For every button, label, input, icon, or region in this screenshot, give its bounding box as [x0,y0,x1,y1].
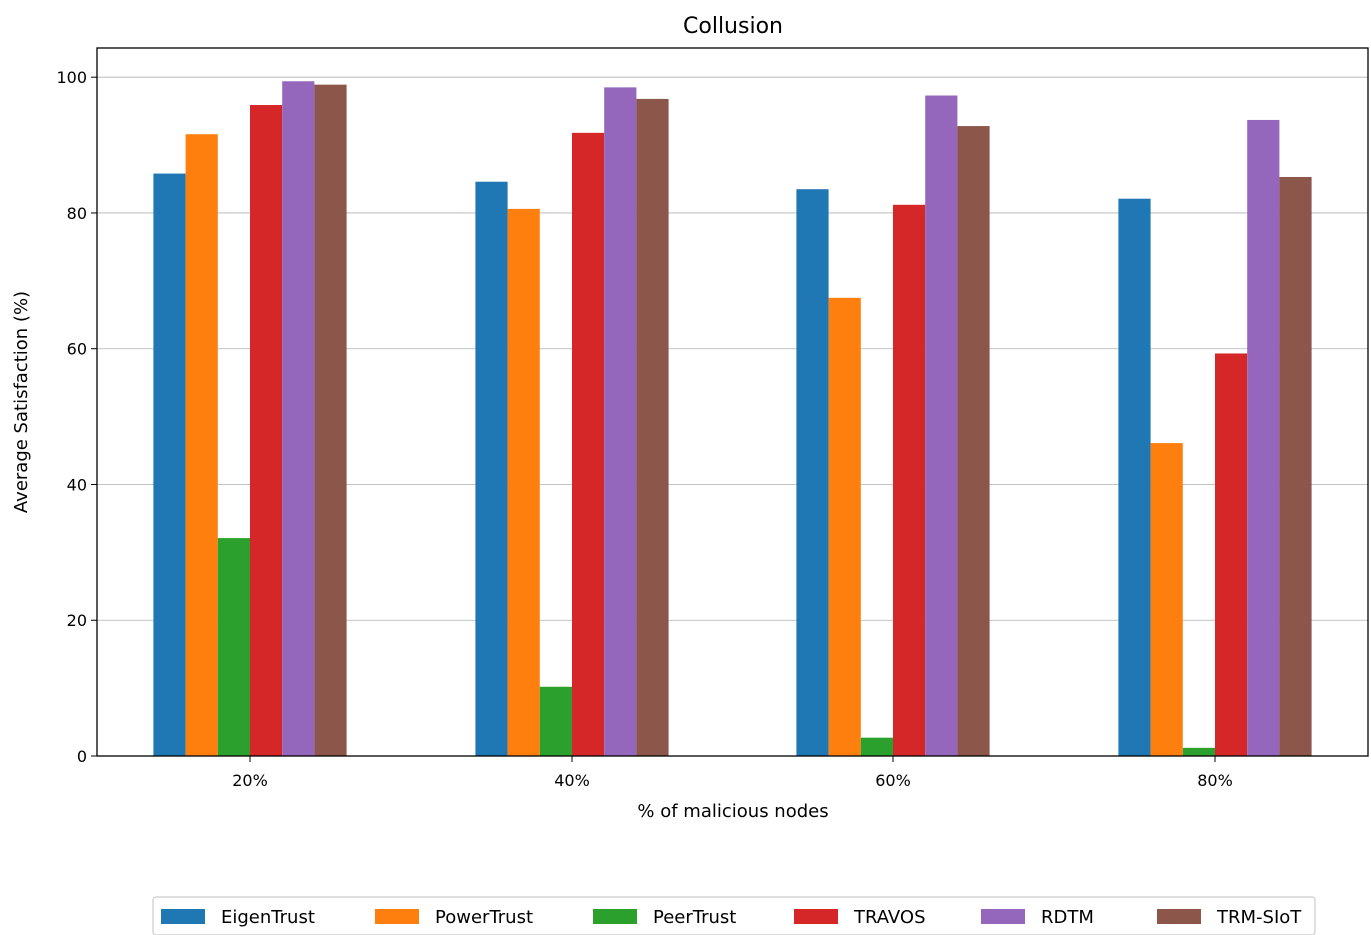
y-tick-label: 80 [67,204,87,223]
chart-title: Collusion [683,14,783,39]
bar-travos-80pct [1215,353,1248,756]
y-tick-label: 0 [77,747,87,766]
y-tick-label: 40 [67,475,87,494]
legend-label: RDTM [1041,907,1094,928]
bar-rdtm-40pct [604,87,637,757]
x-axis-label: % of malicious nodes [637,801,828,822]
bar-eigentrust-20pct [153,173,186,756]
bar-rdtm-20pct [282,81,315,757]
legend-swatch [981,909,1025,924]
y-axis-label: Average Satisfaction (%) [11,291,32,513]
legend-swatch [161,909,205,924]
bar-eigentrust-80pct [1118,198,1151,757]
legend-label: TRAVOS [853,907,926,928]
bar-eigentrust-60pct [796,189,829,756]
bar-peertrust-60pct [860,737,893,756]
bar-powertrust-40pct [507,208,540,756]
bar-travos-20pct [250,105,283,756]
legend-swatch [1157,909,1201,924]
y-axis-ticks: 0 20 40 60 80 100 [56,68,97,766]
legend-label: EigenTrust [221,907,315,928]
plot-frame [96,47,1369,757]
bar-trm-siot-80pct [1279,176,1312,756]
bar-peertrust-20pct [217,538,250,756]
legend-swatch [794,909,838,924]
bar-powertrust-80pct [1150,443,1183,756]
bar-travos-60pct [893,204,926,757]
y-tick-label: 100 [56,68,87,87]
x-tick-label: 80% [1197,771,1233,790]
legend: EigenTrust PowerTrust PeerTrust TRAVOS RDTM T… [152,896,1316,935]
x-tick-label: 60% [875,771,911,790]
bar-powertrust-60pct [828,297,861,756]
y-tick-label: 20 [67,611,87,630]
bar-eigentrust-40pct [475,181,508,757]
x-tick-label: 40% [554,771,590,790]
bar-trm-siot-40pct [636,98,669,757]
bar-trm-siot-60pct [957,126,990,756]
legend-label: TRM-SIoT [1216,907,1302,928]
bar-trm-siot-20pct [314,84,347,756]
legend-label: PeerTrust [653,907,736,928]
bar-peertrust-80pct [1182,747,1215,756]
x-tick-label: 20% [232,771,268,790]
bar-powertrust-20pct [185,134,218,757]
bar-rdtm-80pct [1247,119,1280,756]
bar-rdtm-60pct [925,95,958,756]
bar-peertrust-40pct [539,686,572,756]
legend-swatch [375,909,419,924]
x-axis-ticks: 20% 40% 60% 80% [232,756,1233,790]
legend-box [152,896,1316,935]
legend-swatch [593,909,637,924]
legend-label: PowerTrust [435,907,533,928]
bar-travos-40pct [572,132,605,757]
bars [153,81,1312,757]
y-tick-label: 60 [67,340,87,359]
